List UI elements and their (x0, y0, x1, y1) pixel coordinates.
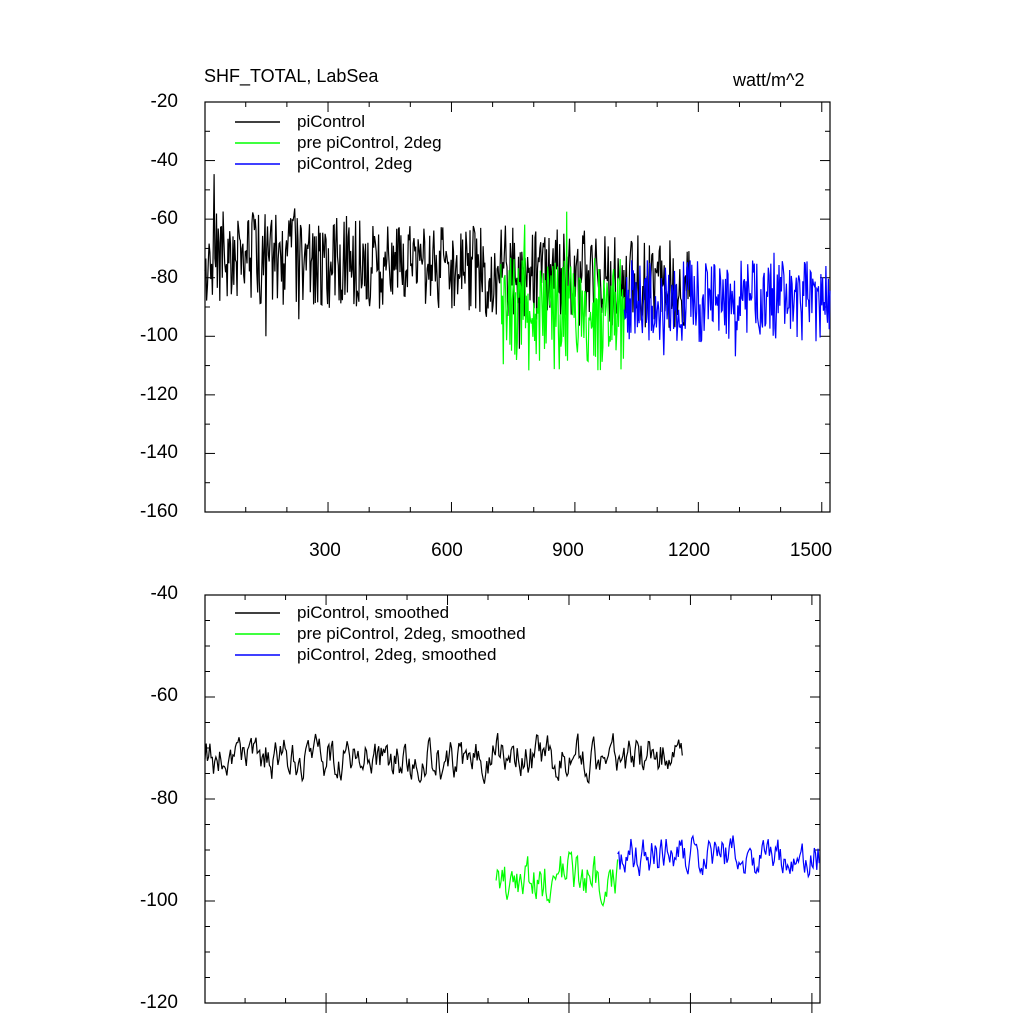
bottom-series-line-2 (617, 834, 820, 879)
top-y-tick-label: -20 (150, 91, 178, 112)
bottom-series-line-1 (495, 850, 619, 908)
bottom-y-tick-label: -100 (139, 890, 178, 911)
top-x-tick-label: 1500 (789, 540, 833, 561)
top-y-tick-label: -100 (139, 325, 178, 346)
legend-label-picontrol-2deg-smoothed: piControl, 2deg, smoothed (297, 645, 497, 664)
bottom-y-tick-label: -40 (150, 583, 178, 604)
top-series-line-2 (623, 252, 831, 357)
top-y-tick-label: -40 (150, 150, 178, 171)
bottom-y-tick-label: -120 (139, 992, 178, 1013)
top-series-line-1 (500, 211, 625, 371)
legend-label-picontrol-2deg: piControl, 2deg (297, 154, 413, 173)
legend-label-pre-picontrol-2deg: pre piControl, 2deg (297, 133, 442, 152)
top-y-tick-label: -160 (139, 501, 178, 522)
top-y-tick-label: -120 (139, 384, 178, 405)
chart-units-label: watt/m^2 (733, 70, 805, 90)
chart-title-left: SHF_TOTAL, LabSea (204, 66, 379, 86)
top-x-tick-label: 300 (309, 540, 341, 561)
top-series-line-0 (204, 174, 691, 349)
top-y-tick-label: -80 (150, 267, 178, 288)
legend-label-picontrol-smoothed: piControl, smoothed (297, 603, 450, 622)
bottom-y-tick-label: -80 (150, 788, 178, 809)
legend-label-picontrol: piControl (297, 112, 366, 131)
bottom-series-line-0 (204, 733, 683, 785)
top-x-tick-label: 900 (552, 540, 584, 561)
bottom-y-tick-label: -60 (150, 685, 178, 706)
top-y-tick-label: -140 (139, 442, 178, 463)
top-x-tick-label: 600 (431, 540, 463, 561)
legend-label-pre-picontrol-2deg-smoothed: pre piControl, 2deg, smoothed (297, 624, 526, 643)
top-x-tick-label: 1200 (667, 540, 711, 561)
top-y-tick-label: -60 (150, 208, 178, 229)
